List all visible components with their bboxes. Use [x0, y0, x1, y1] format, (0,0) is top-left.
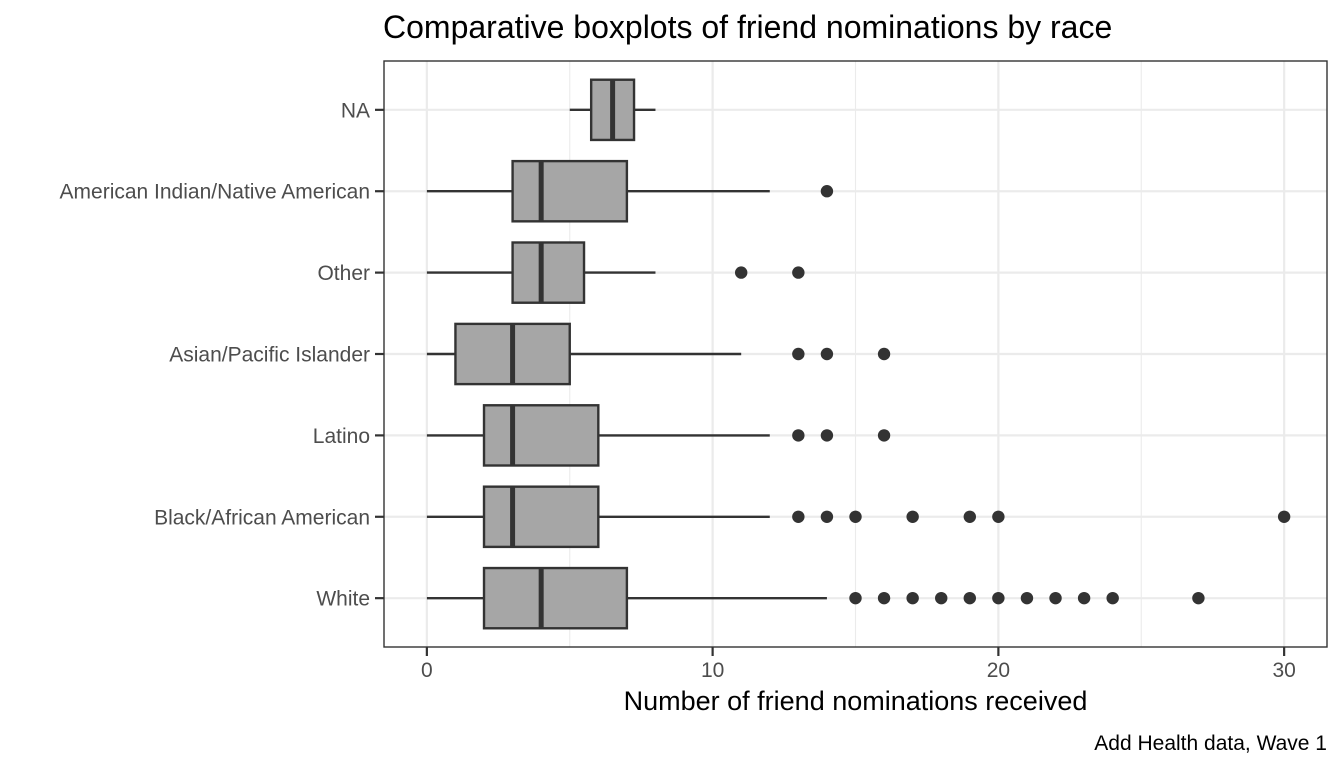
- outlier-point: [906, 591, 919, 605]
- boxplot-black-african-american: [426, 485, 1291, 549]
- box-iqr: [511, 241, 586, 304]
- box-iqr: [482, 485, 600, 549]
- boxes-layer: [426, 78, 1291, 630]
- x-tick-label: 10: [701, 659, 724, 682]
- outlier-point: [820, 510, 834, 523]
- outlier-point: [1020, 591, 1034, 605]
- outlier-point: [792, 510, 805, 523]
- outlier-point: [849, 591, 862, 605]
- outlier-point: [792, 347, 805, 361]
- outlier-point: [992, 510, 1005, 523]
- boxplot-white: [426, 566, 1205, 630]
- outlier-point: [877, 347, 891, 361]
- outlier-point: [877, 429, 891, 442]
- boxplot-asian-pacific-islander: [426, 322, 891, 386]
- y-tick-label: Asian/Pacific Islander: [169, 344, 370, 367]
- outlier-point: [877, 591, 891, 605]
- boxplot-latino: [426, 404, 891, 467]
- x-tick-label: 20: [987, 659, 1010, 682]
- outlier-point: [1192, 591, 1205, 605]
- outlier-point: [820, 347, 834, 361]
- y-tick-label: Other: [317, 262, 370, 285]
- box-iqr: [482, 404, 600, 467]
- outlier-point: [734, 266, 748, 279]
- outlier-point: [849, 510, 862, 523]
- outlier-point: [1106, 591, 1119, 605]
- outlier-point: [935, 591, 948, 605]
- box-iqr: [511, 159, 629, 223]
- outlier-point: [906, 510, 919, 523]
- boxplot-other: [426, 241, 805, 304]
- outlier-point: [1077, 591, 1091, 605]
- outlier-point: [792, 266, 805, 279]
- x-axis: 0 10 20 30: [421, 647, 1296, 682]
- outlier-point: [792, 429, 805, 442]
- outlier-point: [992, 591, 1005, 605]
- y-tick-label: NA: [341, 99, 370, 122]
- boxplot-na: [569, 78, 656, 142]
- x-tick-label: 30: [1272, 659, 1295, 682]
- x-tick-label: 0: [421, 659, 433, 682]
- y-tick-label: Latino: [313, 425, 370, 448]
- boxplot-american-indian-native-american: [426, 159, 834, 223]
- box-iqr: [482, 566, 629, 630]
- chart-caption: Add Health data, Wave 1: [1094, 732, 1327, 755]
- x-axis-title: Number of friend nominations received: [624, 686, 1088, 716]
- y-tick-label: White: [316, 588, 370, 611]
- outlier-point: [963, 591, 977, 605]
- outlier-point: [820, 185, 834, 198]
- y-tick-label: American Indian/Native American: [60, 181, 370, 204]
- outlier-point: [820, 429, 834, 442]
- outlier-point: [963, 510, 977, 523]
- outlier-point: [1049, 591, 1062, 605]
- y-tick-label: Black/African American: [154, 506, 370, 529]
- y-axis: White Black/African American Latino Asian/P…: [60, 99, 384, 611]
- outlier-point: [1277, 510, 1291, 523]
- chart-title: Comparative boxplots of friend nominatio…: [383, 9, 1112, 45]
